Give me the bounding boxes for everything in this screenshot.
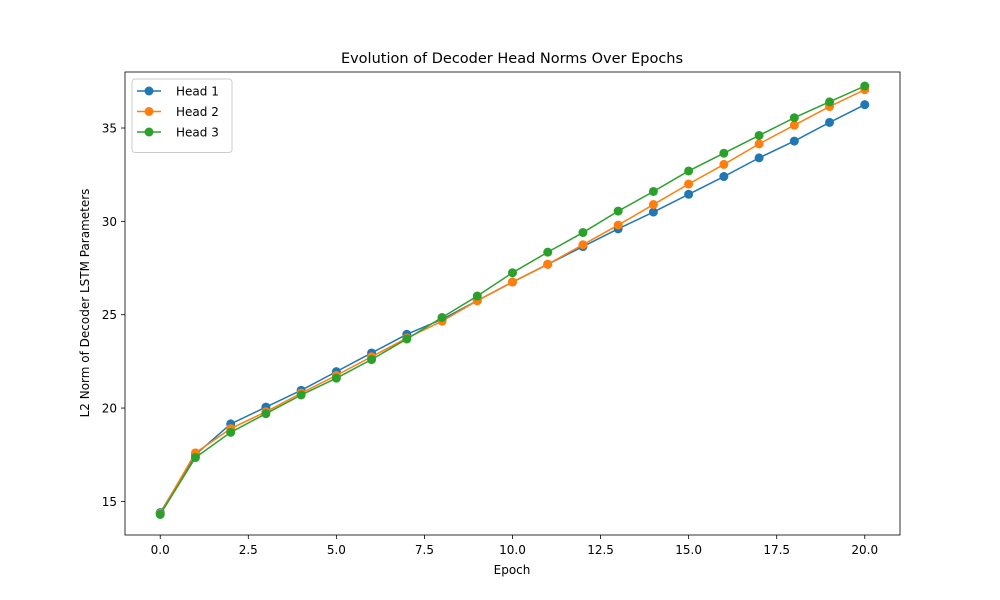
data-point [261, 409, 271, 419]
data-point [613, 220, 623, 230]
x-tick-label: 10.0 [499, 543, 526, 557]
y-axis-label: L2 Norm of Decoder LSTM Parameters [78, 189, 92, 418]
x-tick-label: 2.5 [239, 543, 258, 557]
x-tick-label: 15.0 [675, 543, 702, 557]
x-tick-label: 0.0 [151, 543, 170, 557]
data-point [331, 373, 341, 383]
data-point [613, 206, 623, 216]
data-point [402, 334, 412, 344]
data-point [754, 153, 764, 163]
x-tick-label: 5.0 [327, 543, 346, 557]
data-point [543, 259, 553, 269]
legend-marker [144, 127, 154, 137]
data-point [226, 427, 236, 437]
legend: Head 1 Head 2 Head 3 [131, 78, 233, 153]
x-tick-label: 7.5 [415, 543, 434, 557]
data-point [508, 277, 517, 287]
data-point [648, 200, 658, 210]
x-tick-label: 12.5 [587, 543, 614, 557]
data-point [648, 207, 658, 217]
legend-label: Head 1 [176, 85, 219, 99]
data-point [190, 453, 200, 463]
data-point [754, 130, 764, 140]
plot-area: 0.0 2.5 5.0 7.5 10.0 12.5 15.0 17.5 20.0 15 20 25 30… [102, 71, 901, 557]
y-tick-label: 25 [102, 308, 117, 322]
x-tick-label: 17.5 [763, 543, 790, 557]
data-point [719, 148, 729, 158]
legend-label: Head 3 [176, 126, 219, 140]
data-point [825, 117, 835, 127]
chart-title: Evolution of Decoder Head Norms Over Epo… [341, 51, 683, 67]
data-point [367, 355, 377, 365]
legend-label: Head 2 [176, 105, 219, 119]
data-point [789, 113, 799, 123]
legend-marker [144, 86, 154, 96]
data-point [789, 136, 799, 146]
data-point [860, 100, 870, 110]
x-axis-label: Epoch [494, 563, 531, 577]
y-tick-label: 20 [102, 402, 117, 416]
data-point [719, 159, 729, 169]
legend-box [131, 78, 233, 153]
data-point [789, 120, 799, 130]
data-point [684, 166, 694, 176]
data-point [437, 313, 447, 323]
y-tick-label: 15 [102, 495, 117, 509]
data-point [472, 291, 482, 301]
data-point [578, 228, 588, 238]
data-point [684, 179, 694, 189]
y-tick-label: 35 [102, 122, 117, 136]
data-point [296, 390, 306, 400]
legend-marker [144, 107, 154, 116]
data-point [684, 189, 694, 199]
data-point [578, 240, 588, 250]
y-tick-label: 30 [102, 215, 117, 229]
x-tick-label: 20.0 [851, 543, 878, 557]
data-point [825, 97, 835, 107]
data-point [754, 139, 764, 149]
data-point [860, 81, 870, 91]
data-point [508, 268, 517, 278]
data-point [155, 509, 165, 519]
data-point [648, 186, 658, 196]
data-point [543, 247, 553, 257]
data-point [719, 172, 729, 182]
